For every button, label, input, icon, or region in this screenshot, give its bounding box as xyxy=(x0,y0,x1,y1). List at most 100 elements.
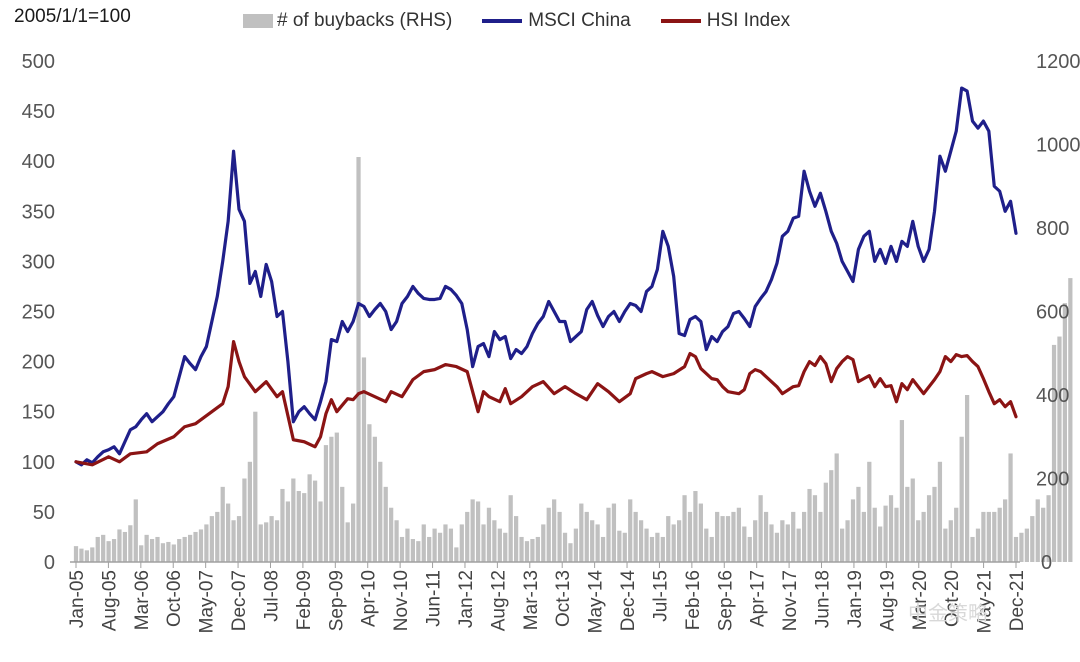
buyback-bar xyxy=(720,516,725,562)
buyback-bar xyxy=(111,539,117,562)
watermark-logo-icon: 中金策略 xyxy=(908,603,988,625)
x-axis-tick-label: Mar-06 xyxy=(132,570,153,630)
buyback-bar xyxy=(117,529,122,562)
x-axis-tick-label: Jan-12 xyxy=(456,570,477,628)
left-axis-tick-label: 150 xyxy=(22,402,55,424)
buyback-bar xyxy=(763,511,769,562)
buyback-bar xyxy=(704,528,709,562)
buyback-bar xyxy=(850,499,856,563)
buyback-bar xyxy=(432,528,437,562)
buyback-bar xyxy=(323,445,329,562)
buyback-bar xyxy=(160,543,166,562)
x-axis-tick-label: Jul-15 xyxy=(650,570,671,622)
buyback-bar xyxy=(568,543,573,562)
buyback-bar xyxy=(459,524,464,562)
buyback-bar xyxy=(427,536,432,562)
buyback-bar xyxy=(378,461,383,562)
x-axis-tick-label: Aug-12 xyxy=(488,570,509,631)
buyback-bar xyxy=(318,501,323,562)
buyback-bar xyxy=(198,529,204,562)
buyback-bar xyxy=(122,531,128,562)
buyback-bar xyxy=(562,532,568,562)
left-axis-tick-label: 0 xyxy=(44,552,55,574)
buyback-bar xyxy=(872,507,877,562)
msci-china-line xyxy=(74,86,1018,467)
buyback-bar xyxy=(801,511,807,562)
legend-label-buybacks: # of buybacks (RHS) xyxy=(277,10,453,31)
buyback-bar xyxy=(367,424,372,562)
buyback-bar xyxy=(725,516,731,562)
buyback-bar xyxy=(1041,507,1046,562)
buyback-bar xyxy=(503,532,508,562)
x-axis-tick-label: Oct-13 xyxy=(553,570,574,627)
buyback-bar xyxy=(633,511,638,562)
buyback-bar xyxy=(959,436,964,562)
hsi-index-line xyxy=(74,339,1018,467)
buyback-bar xyxy=(187,534,193,562)
right-axis-tick-label: 1200 xyxy=(1036,51,1080,73)
x-axis-tick-label: Apr-10 xyxy=(359,570,380,627)
x-axis-tick-label: Dec-21 xyxy=(1007,570,1028,631)
x-axis-tick-label: May-21 xyxy=(975,570,996,633)
buyback-bar xyxy=(644,528,649,562)
left-axis-tick-label: 500 xyxy=(22,51,55,73)
buyback-bar xyxy=(1051,344,1057,562)
right-axis-tick-label: 600 xyxy=(1036,302,1069,324)
buyback-bar xyxy=(166,541,171,562)
buyback-bar xyxy=(715,511,720,562)
buyback-bar xyxy=(557,511,562,562)
buyback-bar xyxy=(1057,336,1062,562)
buyback-bar xyxy=(1008,453,1013,562)
buyback-bar xyxy=(888,495,894,562)
buyback-bar xyxy=(182,536,187,562)
buyback-bar xyxy=(209,516,214,562)
buyback-bar xyxy=(416,541,421,563)
buyback-bar xyxy=(606,507,611,562)
buyback-bar xyxy=(95,536,100,562)
buyback-bar xyxy=(910,478,915,562)
x-axis-tick-label: Mar-20 xyxy=(910,570,931,630)
buyback-bar xyxy=(448,528,454,562)
buyback-bar xyxy=(405,528,410,562)
buyback-bar xyxy=(383,486,388,562)
buyback-bar xyxy=(421,524,426,562)
buyback-bar xyxy=(340,486,345,562)
buyback-bar xyxy=(372,436,377,562)
buyback-bar xyxy=(177,539,182,562)
x-axis-tick-label: Jan-05 xyxy=(67,570,88,628)
buyback-bar xyxy=(975,528,981,562)
buyback-bar xyxy=(274,520,280,562)
legend-item-hsi-index: HSI Index xyxy=(660,10,790,32)
buyback-bar xyxy=(600,536,606,562)
buyback-bar xyxy=(155,536,160,562)
buyback-bar xyxy=(611,503,617,562)
buyback-bar xyxy=(840,528,845,562)
buyback-bar xyxy=(709,536,714,562)
buyback-bar xyxy=(394,520,399,562)
buyback-bar xyxy=(486,507,492,562)
buyback-bar xyxy=(350,503,356,562)
buyback-bar xyxy=(758,495,763,562)
buyback-bar xyxy=(296,491,301,562)
buyback-bar xyxy=(541,524,546,562)
buyback-bar xyxy=(677,520,682,562)
buyback-bar xyxy=(356,157,361,562)
buyback-bar xyxy=(291,478,296,562)
x-axis-tick-label: Sep-09 xyxy=(326,570,347,631)
buyback-bar xyxy=(519,536,524,562)
buyback-bar xyxy=(992,511,997,562)
buyback-bar xyxy=(149,539,155,562)
x-axis-tick-label: Nov-10 xyxy=(391,570,412,631)
legend-label-msci-china: MSCI China xyxy=(528,10,631,31)
buyback-bar xyxy=(1003,499,1008,563)
buyback-bar xyxy=(834,453,839,562)
buyback-bar xyxy=(921,511,926,562)
buyback-bar xyxy=(584,511,589,562)
buyback-bar xyxy=(1024,528,1029,562)
buyback-bar xyxy=(638,520,644,562)
right-axis-tick-label: 400 xyxy=(1036,385,1069,407)
buyback-bar xyxy=(399,536,405,562)
buyback-bar xyxy=(579,503,584,562)
buyback-bar xyxy=(660,536,665,562)
